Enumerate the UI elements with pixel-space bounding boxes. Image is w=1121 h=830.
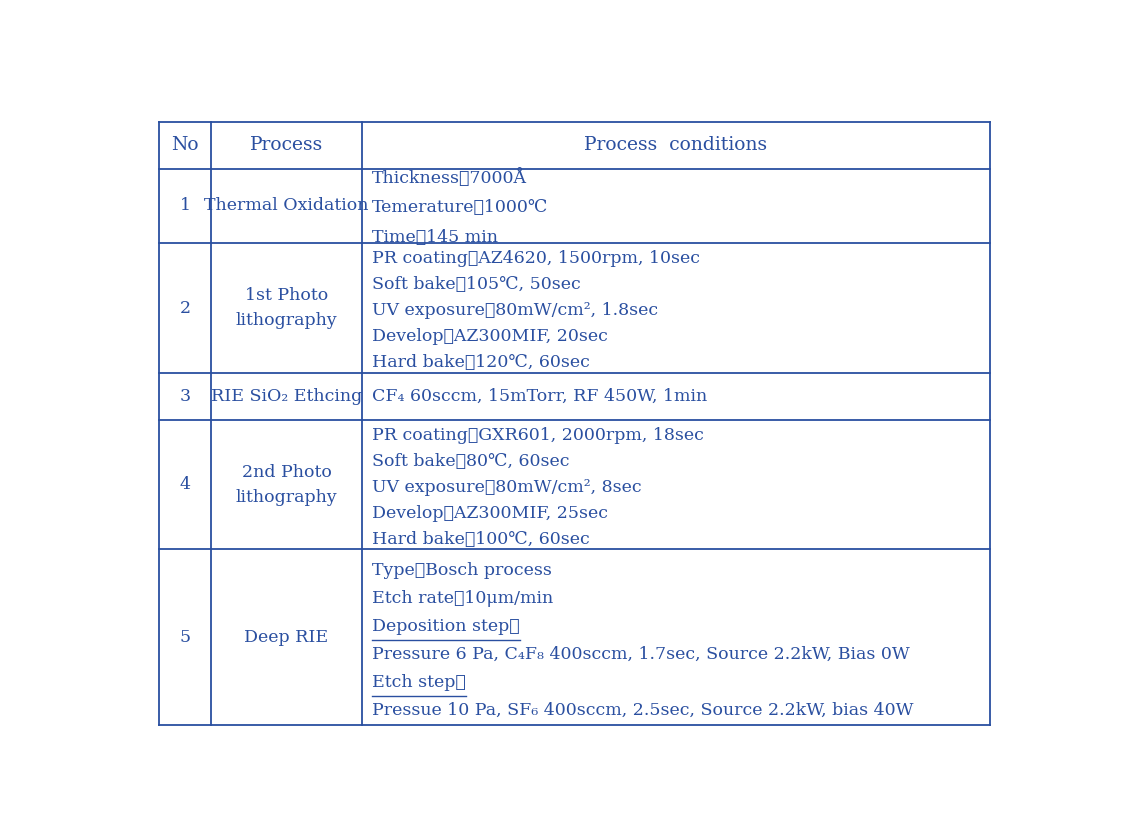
Text: Develop：AZ300MIF, 25sec: Develop：AZ300MIF, 25sec — [372, 505, 608, 521]
Text: Develop：AZ300MIF, 20sec: Develop：AZ300MIF, 20sec — [372, 328, 608, 345]
Text: Soft bake：105℃, 50sec: Soft bake：105℃, 50sec — [372, 276, 581, 293]
Text: Soft bake：80℃, 60sec: Soft bake：80℃, 60sec — [372, 452, 569, 470]
Text: CF₄ 60sccm, 15mTorr, RF 450W, 1min: CF₄ 60sccm, 15mTorr, RF 450W, 1min — [372, 388, 707, 405]
Text: Time：145 min: Time：145 min — [372, 229, 498, 246]
Text: Deep RIE: Deep RIE — [244, 628, 328, 646]
Text: PR coating：GXR601, 2000rpm, 18sec: PR coating：GXR601, 2000rpm, 18sec — [372, 427, 704, 444]
Text: 5: 5 — [179, 628, 191, 646]
Text: Etch rate：10μm/min: Etch rate：10μm/min — [372, 590, 554, 607]
Text: Etch step：: Etch step： — [372, 674, 466, 691]
Text: UV exposure：80mW/cm², 1.8sec: UV exposure：80mW/cm², 1.8sec — [372, 302, 658, 320]
Text: Thermal Oxidation: Thermal Oxidation — [204, 198, 369, 214]
Text: UV exposure：80mW/cm², 8sec: UV exposure：80mW/cm², 8sec — [372, 479, 641, 496]
Text: 4: 4 — [179, 476, 191, 493]
Text: Process  conditions: Process conditions — [584, 136, 767, 154]
Text: Hard bake：100℃, 60sec: Hard bake：100℃, 60sec — [372, 530, 590, 548]
Text: 1: 1 — [179, 198, 191, 214]
Text: Temerature：1000℃: Temerature：1000℃ — [372, 199, 548, 216]
Text: Pressue 10 Pa, SF₆ 400sccm, 2.5sec, Source 2.2kW, bias 40W: Pressue 10 Pa, SF₆ 400sccm, 2.5sec, Sour… — [372, 702, 914, 719]
Text: 3: 3 — [179, 388, 191, 405]
Text: Deposition step：: Deposition step： — [372, 618, 520, 635]
Text: 2: 2 — [179, 300, 191, 317]
Text: PR coating：AZ4620, 1500rpm, 10sec: PR coating：AZ4620, 1500rpm, 10sec — [372, 251, 701, 267]
Text: Type：Bosch process: Type：Bosch process — [372, 562, 552, 579]
Text: 1st Photo
lithography: 1st Photo lithography — [235, 287, 337, 329]
Text: Process: Process — [250, 136, 323, 154]
Text: 2nd Photo
lithography: 2nd Photo lithography — [235, 464, 337, 505]
Text: Pressure 6 Pa, C₄F₈ 400sccm, 1.7sec, Source 2.2kW, Bias 0W: Pressure 6 Pa, C₄F₈ 400sccm, 1.7sec, Sou… — [372, 646, 910, 663]
Text: Hard bake：120℃, 60sec: Hard bake：120℃, 60sec — [372, 354, 590, 371]
Text: RIE SiO₂ Ethcing: RIE SiO₂ Ethcing — [211, 388, 362, 405]
Text: No: No — [172, 136, 200, 154]
Text: Thickness：7000Å: Thickness：7000Å — [372, 168, 527, 187]
